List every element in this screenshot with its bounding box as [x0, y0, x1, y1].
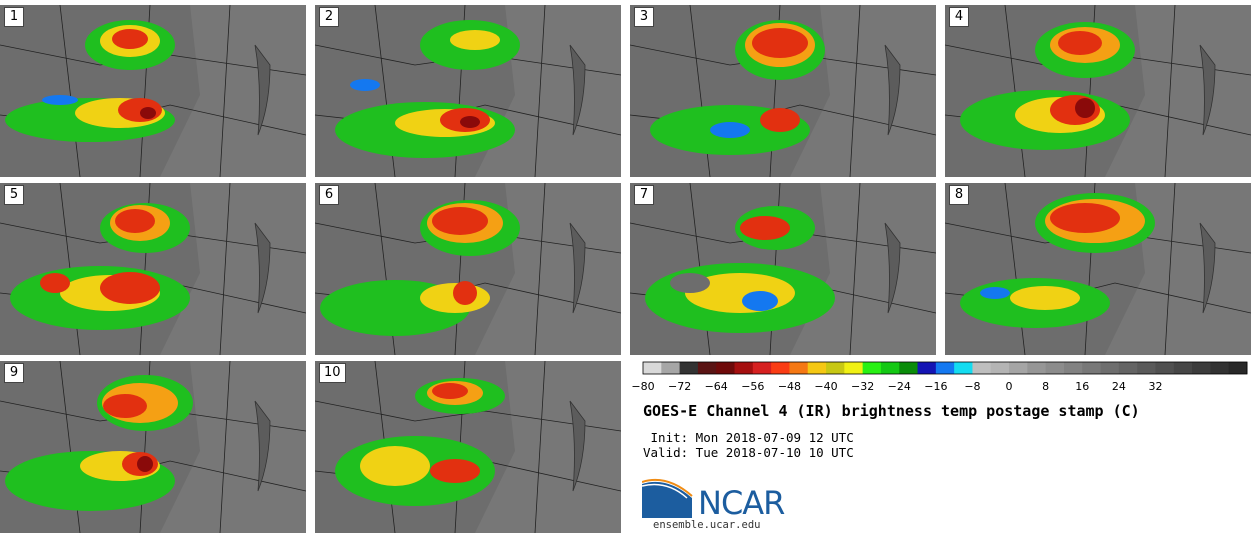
- panel-number: 5: [4, 185, 24, 205]
- colorbar-segment: [1063, 362, 1083, 374]
- stamp-map-10: [315, 361, 621, 533]
- panel-number: 6: [319, 185, 339, 205]
- colorbar-segment: [771, 362, 790, 374]
- panel-number: 10: [319, 363, 346, 383]
- init-time: Init: Mon 2018-07-09 12 UTC: [643, 430, 854, 445]
- stamp-panel-4: 4: [945, 5, 1251, 177]
- colorbar-segment: [752, 362, 772, 374]
- stamp-panel-7: 7: [630, 183, 936, 355]
- colorbar-segment: [1045, 362, 1065, 374]
- colorbar-segment: [807, 362, 827, 374]
- panel-number: 4: [949, 7, 969, 27]
- stamp-panel-6: 6: [315, 183, 621, 355]
- colorbar-segment: [1173, 362, 1193, 374]
- panel-number: 9: [4, 363, 24, 383]
- colorbar-tick-label: −40: [814, 380, 838, 393]
- colorbar-segment: [844, 362, 864, 374]
- plot-title: GOES-E Channel 4 (IR) brightness temp po…: [643, 402, 1140, 420]
- stamp-panel-9: 9: [0, 361, 306, 533]
- stamp-panel-10: 10: [315, 361, 621, 533]
- ncar-logo-text: NCAR: [698, 484, 785, 522]
- panel-number: 2: [319, 7, 339, 27]
- colorbar-tick-label: 24: [1111, 380, 1126, 393]
- colorbar-tick-label: −24: [887, 380, 911, 393]
- colorbar-tick-label: 16: [1075, 380, 1090, 393]
- colorbar-segment: [826, 362, 845, 374]
- stamp-map-5: [0, 183, 306, 355]
- colorbar-segment: [899, 362, 919, 374]
- colorbar-tick-label: 32: [1148, 380, 1163, 393]
- colorbar-border: [642, 361, 1248, 375]
- panel-number: 7: [634, 185, 654, 205]
- colorbar-segment: [935, 362, 955, 374]
- colorbar-segment: [917, 362, 937, 374]
- stamp-map-8: [945, 183, 1251, 355]
- panel-number: 8: [949, 185, 969, 205]
- colorbar-segment: [697, 362, 717, 374]
- stamp-panel-3: 3: [630, 5, 936, 177]
- colorbar-segment: [679, 362, 699, 374]
- colorbar-tick-label: 8: [1042, 380, 1050, 393]
- colorbar-segment: [972, 362, 992, 374]
- colorbar-segment: [954, 362, 973, 374]
- colorbar-segment: [1228, 362, 1248, 374]
- colorbar-tick-label: −80: [631, 380, 655, 393]
- colorbar-segment: [1137, 362, 1156, 374]
- colorbar-segment: [1082, 362, 1102, 374]
- stamp-map-9: [0, 361, 306, 533]
- colorbar-tick-label: −8: [964, 380, 981, 393]
- colorbar-segment: [1155, 362, 1175, 374]
- stamp-panel-1: 1: [0, 5, 306, 177]
- colorbar-segment: [1192, 362, 1211, 374]
- colorbar-tick-label: −64: [704, 380, 728, 393]
- colorbar-segment: [1009, 362, 1028, 374]
- stamp-panel-5: 5: [0, 183, 306, 355]
- colorbar-segment: [661, 362, 681, 374]
- stamp-map-6: [315, 183, 621, 355]
- valid-time: Valid: Tue 2018-07-10 10 UTC: [643, 445, 854, 460]
- stamp-map-1: [0, 5, 306, 177]
- colorbar-segment: [734, 362, 754, 374]
- colorbar-tick-label: −48: [777, 380, 802, 393]
- panel-number: 1: [4, 7, 24, 27]
- colorbar-segment: [1100, 362, 1120, 374]
- panel-number: 3: [634, 7, 654, 27]
- stamp-map-7: [630, 183, 936, 355]
- colorbar-segment: [716, 362, 736, 374]
- colorbar-segment: [1118, 362, 1138, 374]
- colorbar-segment: [880, 362, 900, 374]
- colorbar-tick-label: −32: [851, 380, 875, 393]
- colorbar-segment: [862, 362, 882, 374]
- colorbar: [642, 361, 1248, 375]
- colorbar-tick-label: −56: [741, 380, 765, 393]
- colorbar-segment: [1027, 362, 1047, 374]
- colorbar-segment: [789, 362, 809, 374]
- colorbar-tick-label: −16: [924, 380, 948, 393]
- stamp-panel-2: 2: [315, 5, 621, 177]
- stamp-panel-8: 8: [945, 183, 1251, 355]
- ncar-logo: [642, 478, 693, 518]
- colorbar-segment: [643, 362, 662, 374]
- stamp-map-4: [945, 5, 1251, 177]
- ncar-url: ensemble.ucar.edu: [653, 519, 761, 531]
- colorbar-segment: [1210, 362, 1230, 374]
- colorbar-tick-label: −72: [667, 380, 692, 393]
- stamp-map-2: [315, 5, 621, 177]
- colorbar-segment: [990, 362, 1010, 374]
- stamp-map-3: [630, 5, 936, 177]
- colorbar-tick-label: 0: [1005, 380, 1013, 393]
